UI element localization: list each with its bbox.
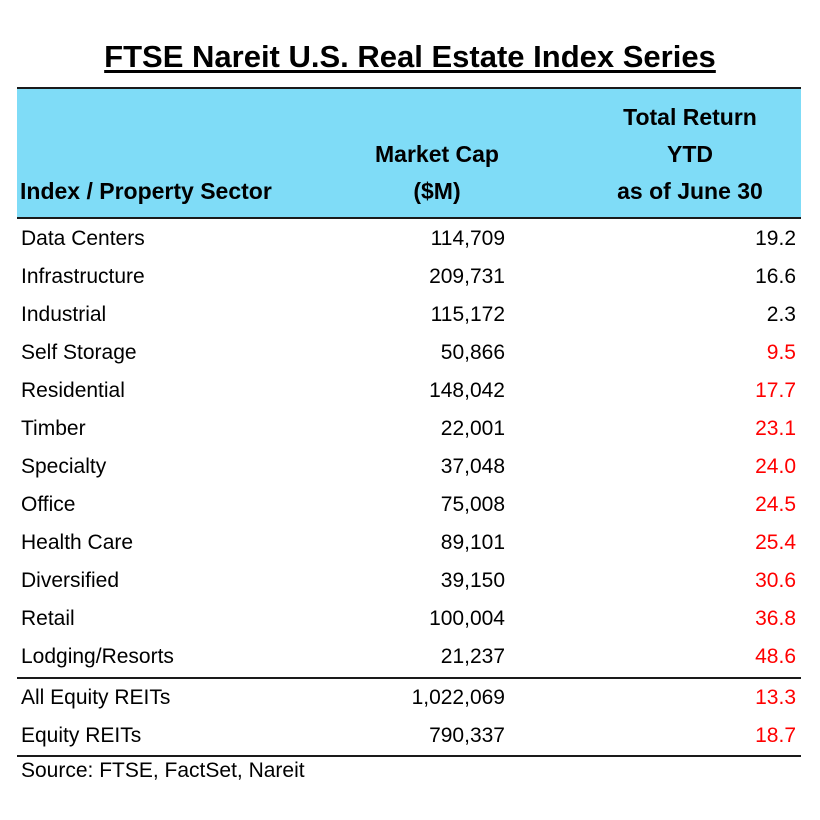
cell-sector-name: Timber [21, 417, 86, 440]
cell-market-cap: 75,008 [440, 493, 505, 516]
table-row: Health Care 89,101 25.4 [17, 524, 801, 562]
cell-market-cap: 148,042 [429, 379, 505, 402]
cell-sector-name: Specialty [21, 455, 107, 478]
cell-sector-name: Self Storage [21, 341, 137, 364]
cell-sector-name: Industrial [21, 303, 107, 326]
table-row: Equity REITs 790,337 18.7 [17, 717, 801, 755]
cell-sector-name: Equity REITs [21, 724, 142, 747]
cell-market-cap: 39,150 [440, 569, 505, 592]
cell-market-cap: 1,022,069 [411, 686, 505, 709]
header-total-return: Total Return YTD as of June 30 [590, 99, 790, 210]
table-row: Infrastructure 209,731 16.6 [17, 258, 801, 296]
header-market-cap-line2: ($M) [413, 178, 461, 204]
table-header: Index / Property Sector Market Cap ($M) … [17, 87, 801, 219]
cell-market-cap: 22,001 [440, 417, 505, 440]
header-total-return-line1: Total Return [623, 104, 757, 130]
cell-total-return: 30.6 [755, 569, 796, 592]
table-row: Industrial 115,172 2.3 [17, 296, 801, 334]
header-market-cap-line1: Market Cap [375, 141, 499, 167]
table-row: Diversified 39,150 30.6 [17, 562, 801, 600]
cell-market-cap: 37,048 [440, 455, 505, 478]
cell-market-cap: 50,866 [440, 341, 505, 364]
cell-total-return: 36.8 [755, 607, 796, 630]
cell-market-cap: 209,731 [429, 265, 505, 288]
cell-total-return: 19.2 [755, 227, 796, 250]
cell-sector-name: Residential [21, 379, 125, 402]
total-rows: All Equity REITs 1,022,069 13.3 Equity REIT… [17, 677, 801, 757]
cell-total-return: 16.6 [755, 265, 796, 288]
table-row: Residential 148,042 17.7 [17, 372, 801, 410]
cell-total-return: 24.0 [755, 455, 796, 478]
source-note: Source: FTSE, FactSet, Nareit [21, 759, 305, 782]
table-title: FTSE Nareit U.S. Real Estate Index Serie… [104, 39, 716, 74]
cell-sector-name: All Equity REITs [21, 686, 171, 709]
cell-sector-name: Diversified [21, 569, 120, 592]
header-total-return-line3: as of June 30 [617, 178, 763, 204]
cell-market-cap: 21,237 [440, 645, 505, 668]
table-row: Data Centers 114,709 19.2 [17, 220, 801, 258]
cell-total-return: 2.3 [766, 303, 796, 326]
cell-market-cap: 89,101 [440, 531, 505, 554]
cell-total-return: 24.5 [755, 493, 796, 516]
cell-total-return: 9.5 [766, 341, 796, 364]
cell-sector-name: Lodging/Resorts [21, 645, 174, 668]
cell-total-return: 25.4 [755, 531, 796, 554]
cell-sector-name: Infrastructure [21, 265, 145, 288]
cell-sector-name: Office [21, 493, 76, 516]
cell-sector-name: Data Centers [21, 227, 145, 250]
header-total-return-line2: YTD [667, 141, 713, 167]
cell-sector-name: Retail [21, 607, 75, 630]
table-row: All Equity REITs 1,022,069 13.3 [17, 679, 801, 717]
cell-market-cap: 115,172 [430, 303, 505, 326]
table-row: Office 75,008 24.5 [17, 486, 801, 524]
cell-total-return: 18.7 [755, 724, 796, 747]
cell-sector-name: Health Care [21, 531, 134, 554]
cell-total-return: 48.6 [755, 645, 796, 668]
cell-total-return: 13.3 [755, 686, 796, 709]
cell-total-return: 17.7 [755, 379, 796, 402]
table-row: Retail 100,004 36.8 [17, 600, 801, 638]
header-market-cap: Market Cap ($M) [357, 136, 517, 210]
sector-rows: Data Centers 114,709 19.2 Infrastructure 209… [17, 220, 801, 676]
cell-market-cap: 790,337 [429, 724, 505, 747]
table-row: Self Storage 50,866 9.5 [17, 334, 801, 372]
table-row: Timber 22,001 23.1 [17, 410, 801, 448]
cell-total-return: 23.1 [755, 417, 796, 440]
cell-market-cap: 100,004 [429, 607, 505, 630]
table-row: Specialty 37,048 24.0 [17, 448, 801, 486]
table-row: Lodging/Resorts 21,237 48.6 [17, 638, 801, 676]
header-sector: Index / Property Sector [20, 178, 272, 204]
cell-market-cap: 114,709 [430, 227, 505, 250]
